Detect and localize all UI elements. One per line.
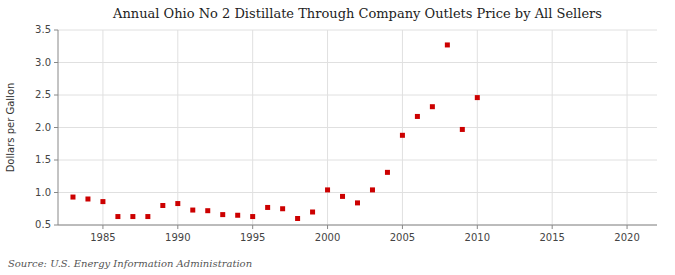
grid-line	[252, 30, 253, 225]
x-tick-label: 1995	[240, 232, 265, 243]
y-tick-label: 1.0	[35, 187, 51, 198]
grid-line	[58, 30, 657, 31]
x-tick	[402, 225, 403, 229]
y-tick	[54, 160, 58, 161]
point	[145, 214, 150, 219]
point	[370, 187, 375, 192]
y-tick-label: 3.5	[35, 24, 51, 35]
x-tick-label: 2010	[465, 232, 490, 243]
grid-line	[58, 127, 657, 128]
grid-line	[58, 192, 657, 193]
x-tick	[477, 225, 478, 229]
point	[355, 200, 360, 205]
grid-line	[477, 30, 478, 225]
grid-line	[58, 95, 657, 96]
x-tick-label: 2000	[315, 232, 340, 243]
point	[325, 187, 330, 192]
y-axis-line	[58, 30, 59, 225]
point	[70, 195, 75, 200]
x-tick	[327, 225, 328, 229]
x-tick	[252, 225, 253, 229]
y-tick	[54, 225, 58, 226]
grid-line	[58, 62, 657, 63]
grid-line	[627, 30, 628, 225]
x-tick-label: 2015	[539, 232, 564, 243]
x-tick-label: 2005	[390, 232, 415, 243]
point	[160, 203, 165, 208]
grid-line	[327, 30, 328, 225]
x-tick	[627, 225, 628, 229]
point	[235, 213, 240, 218]
points	[70, 42, 479, 221]
point	[130, 214, 135, 219]
source-note: Source: U.S. Energy Information Administ…	[8, 258, 252, 269]
grid-line	[58, 160, 657, 161]
grid	[58, 30, 657, 225]
x-tick-label: 2020	[614, 232, 639, 243]
point	[280, 206, 285, 211]
axes: 0.5 1.0 1.5 2.0 2.5 3.0 3.5 1985 1990 1995 2000 200…	[35, 24, 657, 243]
x-tick	[177, 225, 178, 229]
y-tick	[54, 127, 58, 128]
y-tick	[54, 62, 58, 63]
y-tick	[54, 192, 58, 193]
point	[340, 194, 345, 199]
chart: 0.5 1.0 1.5 2.0 2.5 3.0 3.5 1985 1990 1995 2000 200…	[0, 0, 675, 275]
x-tick	[102, 225, 103, 229]
point	[85, 197, 90, 202]
y-tick-label: 2.0	[35, 122, 51, 133]
point	[385, 170, 390, 175]
point	[430, 104, 435, 109]
point	[250, 214, 255, 219]
point	[460, 127, 465, 132]
y-axis-label: Dollars per Gallon	[5, 83, 16, 173]
y-tick-label: 1.5	[35, 154, 51, 165]
title: Annual Ohio No 2 Distillate Through Comp…	[112, 6, 602, 21]
grid-line	[58, 225, 657, 226]
point	[445, 42, 450, 47]
x-axis-line	[58, 225, 657, 226]
y-tick-label: 3.0	[35, 57, 51, 68]
point	[295, 216, 300, 221]
x-tick-label: 1990	[165, 232, 190, 243]
y-tick	[54, 95, 58, 96]
chart-container: 0.5 1.0 1.5 2.0 2.5 3.0 3.5 1985 1990 1995 2000 200…	[0, 0, 675, 275]
y-tick-label: 2.5	[35, 89, 51, 100]
point	[310, 210, 315, 215]
point	[415, 114, 420, 119]
point	[175, 201, 180, 206]
point	[190, 208, 195, 213]
point	[400, 133, 405, 138]
grid-line	[102, 30, 103, 225]
point	[205, 208, 210, 213]
y-tick	[54, 30, 58, 31]
grid-line	[552, 30, 553, 225]
point	[115, 214, 120, 219]
x-tick-label: 1985	[90, 232, 115, 243]
grid-line	[177, 30, 178, 225]
point	[265, 205, 270, 210]
x-tick	[552, 225, 553, 229]
grid-line	[402, 30, 403, 225]
y-tick-label: 0.5	[35, 219, 51, 230]
point	[100, 199, 105, 204]
point	[220, 212, 225, 217]
point	[475, 95, 480, 100]
